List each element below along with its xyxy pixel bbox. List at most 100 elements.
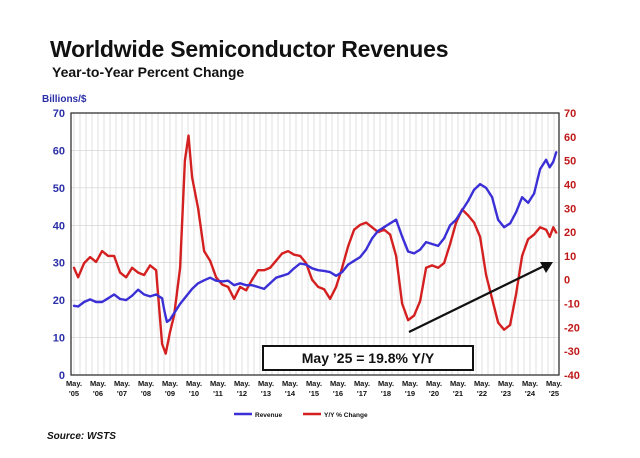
x-tick-month: May. [258,379,274,388]
revenue-point-33 [257,286,259,288]
x-tick-year: '18 [381,389,391,398]
legend-label-yoy: Y/Y % Change [324,412,368,419]
series-layer [72,134,558,355]
x-tick-month: May. [186,379,202,388]
revenue-point-50 [359,256,361,258]
right-tick-label: 10 [564,251,576,263]
revenue-point-20 [179,303,181,305]
yoy-point-83 [552,226,554,228]
x-tick-label: May.'10 [186,379,202,398]
yoy-point-0 [73,267,75,269]
x-tick-year: '22 [477,389,487,398]
revenue-point-19 [173,312,175,314]
yoy-point-5 [101,250,103,252]
yoy-point-17 [169,331,171,333]
x-tick-month: May. [210,379,226,388]
plot-frame [70,112,560,376]
right-tick-label: 0 [564,275,570,287]
yoy-point-60 [419,300,421,302]
left-tick-label: 70 [53,108,65,120]
x-tick-month: May. [138,379,154,388]
yoy-point-15 [161,343,163,345]
right-tick-label: 30 [564,203,576,215]
revenue-point-84 [555,151,557,153]
revenue-point-47 [341,271,343,273]
revenue-point-68 [467,200,469,202]
x-tick-month: May. [354,379,370,388]
revenue-point-34 [263,288,265,290]
revenue-point-25 [209,277,211,279]
yoy-point-48 [347,245,349,247]
revenue-point-30 [239,282,241,284]
x-tick-month: May. [306,379,322,388]
revenue-point-1 [77,305,79,308]
yoy-point-21 [187,135,190,137]
yoy-point-84 [555,231,557,234]
yoy-point-74 [503,329,505,331]
yoy-point-42 [311,279,313,281]
revenue-point-3 [89,298,91,300]
revenue-point-29 [233,284,235,286]
yoy-point-45 [329,298,331,300]
revenue-point-36 [275,277,277,279]
yoy-point-36 [275,260,277,262]
x-tick-year: '24 [525,389,536,398]
trend-arrow-line [408,265,545,333]
x-tick-month: May. [474,379,490,388]
x-tick-label: May.'12 [234,379,250,398]
x-tick-label: May.'08 [138,379,154,398]
revenue-point-48 [347,263,349,266]
left-tick-label: 10 [53,333,65,345]
revenue-point-46 [335,275,337,277]
revenue-point-65 [449,224,451,226]
revenue-point-16 [163,310,166,312]
annotation-box: May ’25 = 19.8% Y/Y [262,345,474,371]
right-tick-label: 50 [564,156,576,168]
yoy-point-61 [425,267,427,269]
yoy-point-16 [165,352,167,355]
revenue-point-15 [161,297,163,299]
source-note: Source: WSTS [47,431,116,442]
yoy-point-25 [209,260,211,262]
revenue-point-74 [503,226,505,228]
revenue-point-11 [137,289,139,291]
yoy-point-35 [269,267,271,269]
yoy-point-70 [479,236,481,238]
x-tick-year: '19 [405,389,415,398]
revenue-point-39 [293,267,295,269]
revenue-point-75 [509,222,511,225]
yoy-point-64 [443,262,445,264]
revenue-point-31 [245,284,247,286]
revenue-point-35 [269,282,271,284]
revenue-point-41 [305,263,307,266]
revenue-point-37 [281,275,283,277]
revenue-point-80 [539,168,541,170]
revenue-point-2 [83,301,85,303]
x-tick-label: May.'24 [522,379,538,398]
legend-label-revenue: Revenue [255,412,282,419]
x-tick-month: May. [522,379,538,388]
x-tick-year: '23 [501,389,511,398]
yoy-point-82 [549,236,551,238]
left-tick-label: 20 [53,295,65,307]
yoy-point-62 [431,264,433,267]
revenue-point-77 [521,196,523,198]
x-tick-year: '05 [69,389,79,398]
x-tick-month: May. [114,379,130,388]
x-tick-year: '21 [453,389,463,398]
revenue-point-26 [215,280,217,282]
chart-subtitle: Year-to-Year Percent Change [52,64,245,80]
revenue-point-23 [197,282,199,284]
x-tick-label: May.'07 [114,379,130,398]
revenue-point-81 [545,159,547,161]
x-tick-year: '09 [165,389,175,398]
yoy-point-69 [473,221,475,224]
x-tick-year: '07 [117,389,127,398]
yoy-point-27 [221,283,223,286]
yoy-point-63 [437,267,439,269]
yoy-point-54 [383,229,385,231]
right-tick-label: 20 [564,227,576,239]
trend-arrow [408,262,553,333]
yoy-point-24 [203,250,205,252]
yoy-point-34 [263,269,265,271]
